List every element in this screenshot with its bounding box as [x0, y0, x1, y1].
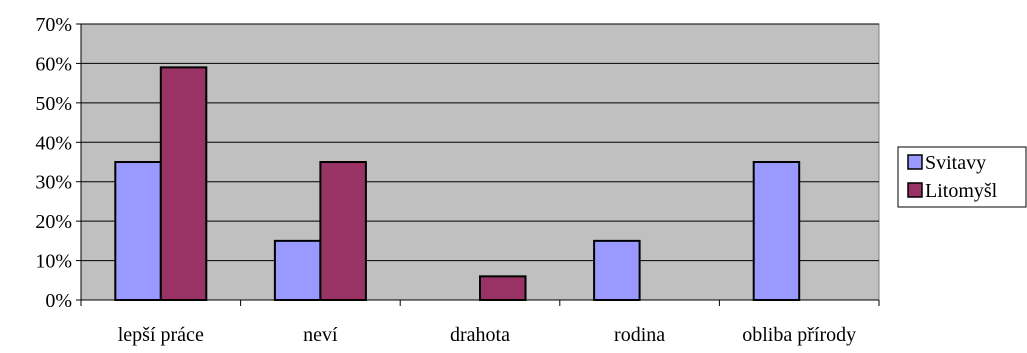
- plot-area: [80, 23, 880, 301]
- x-category-label: rodina: [614, 324, 665, 346]
- bar-svitavy-3: [593, 239, 641, 302]
- y-axis-ticks: 0% 10% 20% 30% 40% 50% 60% 70%: [35, 14, 72, 312]
- x-category-label: obliba přírody: [742, 324, 856, 346]
- legend-label-svitavy: Svitavy: [925, 152, 986, 174]
- bars: [114, 66, 801, 302]
- x-axis-categories: lepší práce neví drahota rodina obliba příro…: [118, 324, 856, 346]
- bar-litomyšl-2: [479, 275, 527, 302]
- x-category-label: drahota: [450, 324, 510, 346]
- x-category-label: lepší práce: [118, 324, 204, 346]
- y-tick-label: 40%: [35, 132, 72, 154]
- y-tick-label: 60%: [35, 53, 72, 75]
- legend-swatch-svitavy: [907, 154, 923, 170]
- y-tick-label: 0%: [45, 290, 72, 312]
- legend-swatch-litomyšl: [907, 182, 923, 198]
- y-tick-label: 70%: [35, 14, 72, 36]
- legend: Svitavy Litomyšl: [897, 146, 1027, 208]
- legend-label-litomyšl: Litomyšl: [925, 180, 998, 202]
- axes: [76, 23, 880, 306]
- bar-svitavy-1: [273, 239, 322, 302]
- y-tick-label: 20%: [35, 211, 72, 233]
- bar-litomyšl-1: [319, 161, 367, 301]
- y-tick-label: 50%: [35, 93, 72, 115]
- y-tick-label: 10%: [35, 251, 72, 273]
- bar-svitavy-0: [114, 161, 162, 301]
- bar-svitavy-4: [752, 161, 801, 301]
- x-category-label: neví: [303, 324, 338, 346]
- gridlines: [81, 23, 879, 262]
- y-tick-label: 30%: [35, 172, 72, 194]
- bar-litomyšl-0: [159, 66, 208, 301]
